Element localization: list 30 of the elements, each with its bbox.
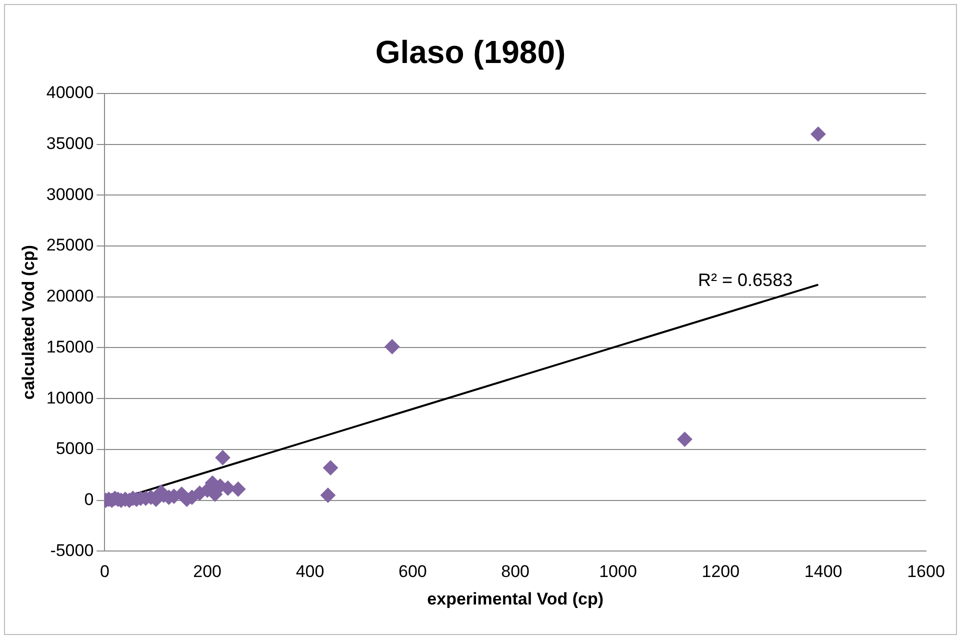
y-tick-label: 15000 <box>46 337 94 356</box>
x-tick-label: 600 <box>398 562 427 582</box>
y-tick-label: 20000 <box>46 286 94 306</box>
point <box>677 432 692 447</box>
point <box>215 450 230 466</box>
y-tick-label: 30000 <box>46 184 94 204</box>
y-axis-title: calculated Vod (cp) <box>18 244 38 400</box>
x-tick-label: 1000 <box>599 562 637 582</box>
y-tick-label: 0 <box>84 490 94 510</box>
x-tick-label: 800 <box>501 562 530 582</box>
x-axis-title: experimental Vod (cp) <box>427 589 604 608</box>
annotation: R² = 0.6583 <box>698 270 793 290</box>
x-tick-label: 1600 <box>907 562 945 582</box>
x-tick-label: 1400 <box>804 562 842 582</box>
point <box>323 460 338 476</box>
y-tick-label: -5000 <box>50 540 94 560</box>
y-tick-label: 25000 <box>46 236 94 255</box>
point <box>384 339 400 354</box>
x-tick-label: 200 <box>193 562 222 582</box>
chart-title: Glaso (1980) <box>375 34 566 70</box>
x-tick-label: 0 <box>100 562 110 582</box>
point <box>230 482 246 497</box>
x-tick-label: 400 <box>296 562 324 582</box>
x-tick-label: 1200 <box>702 562 740 582</box>
y-tick-label: 40000 <box>46 83 94 102</box>
y-tick-label: 10000 <box>46 388 94 408</box>
y-tick-label: 35000 <box>46 134 94 153</box>
point <box>810 126 826 142</box>
y-tick-label: 5000 <box>56 439 94 458</box>
point <box>320 488 336 503</box>
